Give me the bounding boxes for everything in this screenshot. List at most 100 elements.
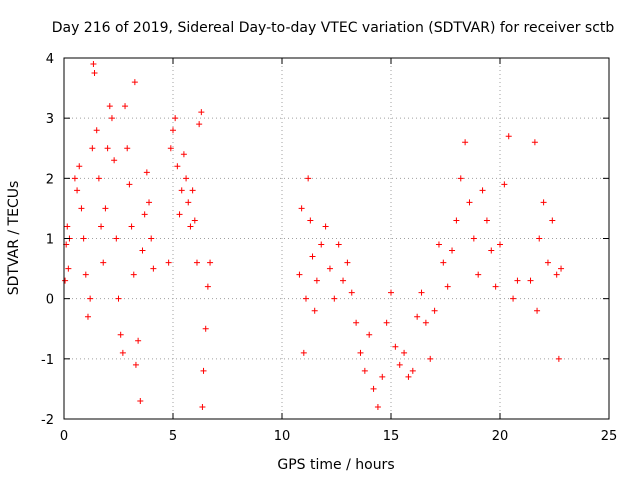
data-point xyxy=(440,259,447,266)
data-point xyxy=(501,181,508,188)
data-point xyxy=(383,319,390,326)
data-point xyxy=(202,325,209,332)
data-point xyxy=(185,199,192,206)
x-tick-label: 5 xyxy=(169,429,177,444)
data-point xyxy=(388,289,394,296)
y-tick-label: 1 xyxy=(46,233,54,248)
data-point xyxy=(331,295,338,302)
data-point xyxy=(449,247,456,254)
data-point xyxy=(82,271,89,278)
data-point xyxy=(361,367,368,374)
data-point xyxy=(189,187,196,194)
data-point xyxy=(307,217,314,224)
ticks xyxy=(63,57,610,420)
data-point xyxy=(422,319,429,326)
data-point xyxy=(392,343,399,350)
data-point xyxy=(492,283,499,290)
data-point xyxy=(106,103,113,110)
data-point xyxy=(141,211,148,218)
data-point xyxy=(178,187,185,194)
data-point xyxy=(457,175,464,182)
data-point xyxy=(76,163,83,170)
data-point xyxy=(108,115,115,122)
data-point xyxy=(466,199,473,206)
data-point xyxy=(172,115,179,122)
data-point xyxy=(370,385,377,392)
data-point xyxy=(199,403,206,410)
data-point xyxy=(326,265,333,272)
data-point xyxy=(128,223,135,230)
data-point xyxy=(300,349,307,356)
data-point xyxy=(165,259,172,266)
data-point xyxy=(119,349,126,356)
data-point xyxy=(401,349,408,356)
data-point xyxy=(71,175,78,182)
data-point xyxy=(514,277,521,284)
data-point xyxy=(74,187,81,194)
data-point xyxy=(143,169,150,176)
data-point xyxy=(150,265,157,272)
data-point xyxy=(204,283,211,290)
y-axis-label: SDTVAR / TECUs xyxy=(6,181,22,296)
data-point xyxy=(196,121,203,128)
data-point xyxy=(344,259,351,266)
data-point xyxy=(180,151,187,158)
x-axis-label: GPS time / hours xyxy=(277,457,394,473)
data-point xyxy=(418,289,425,296)
data-point xyxy=(353,319,360,326)
x-tick-label: 0 xyxy=(60,429,68,444)
data-point xyxy=(84,313,91,320)
data-point xyxy=(91,70,98,77)
data-point xyxy=(357,349,364,356)
data-point xyxy=(558,265,565,272)
data-point xyxy=(104,145,111,152)
y-tick-label: -2 xyxy=(41,413,54,428)
plot-marks xyxy=(62,61,565,410)
data-point xyxy=(335,241,342,248)
data-point xyxy=(89,145,96,152)
data-point xyxy=(470,235,477,242)
data-point xyxy=(135,337,142,344)
data-point xyxy=(146,199,153,206)
data-point xyxy=(113,235,120,242)
data-point xyxy=(414,313,421,320)
data-point xyxy=(170,127,176,134)
data-point xyxy=(318,241,325,248)
data-point xyxy=(540,199,547,206)
data-point xyxy=(488,247,495,254)
data-point xyxy=(65,265,72,272)
x-tick-label: 25 xyxy=(601,429,618,444)
data-point xyxy=(549,217,556,224)
data-point xyxy=(313,277,320,284)
data-point xyxy=(531,139,538,146)
x-tick-label: 15 xyxy=(383,429,400,444)
data-point xyxy=(475,271,482,278)
data-point xyxy=(132,361,139,368)
data-point xyxy=(95,175,102,182)
data-point xyxy=(536,235,543,242)
data-point xyxy=(555,355,562,362)
data-point xyxy=(302,295,309,302)
data-point xyxy=(117,331,124,338)
data-point xyxy=(534,307,541,314)
data-point xyxy=(126,181,133,188)
data-point xyxy=(444,283,451,290)
data-point xyxy=(111,157,118,164)
data-point xyxy=(174,163,181,170)
data-point xyxy=(340,277,347,284)
data-point xyxy=(80,235,87,242)
data-point xyxy=(483,217,490,224)
data-point xyxy=(309,253,316,260)
y-tick-label: -1 xyxy=(41,353,54,368)
data-point xyxy=(98,223,105,230)
data-point xyxy=(62,277,69,284)
data-point xyxy=(64,223,71,230)
data-point xyxy=(198,109,205,116)
data-point xyxy=(366,331,373,338)
data-point xyxy=(435,241,442,248)
data-point xyxy=(510,295,517,302)
data-point xyxy=(100,259,107,266)
data-point xyxy=(90,61,97,68)
data-point xyxy=(131,79,138,86)
